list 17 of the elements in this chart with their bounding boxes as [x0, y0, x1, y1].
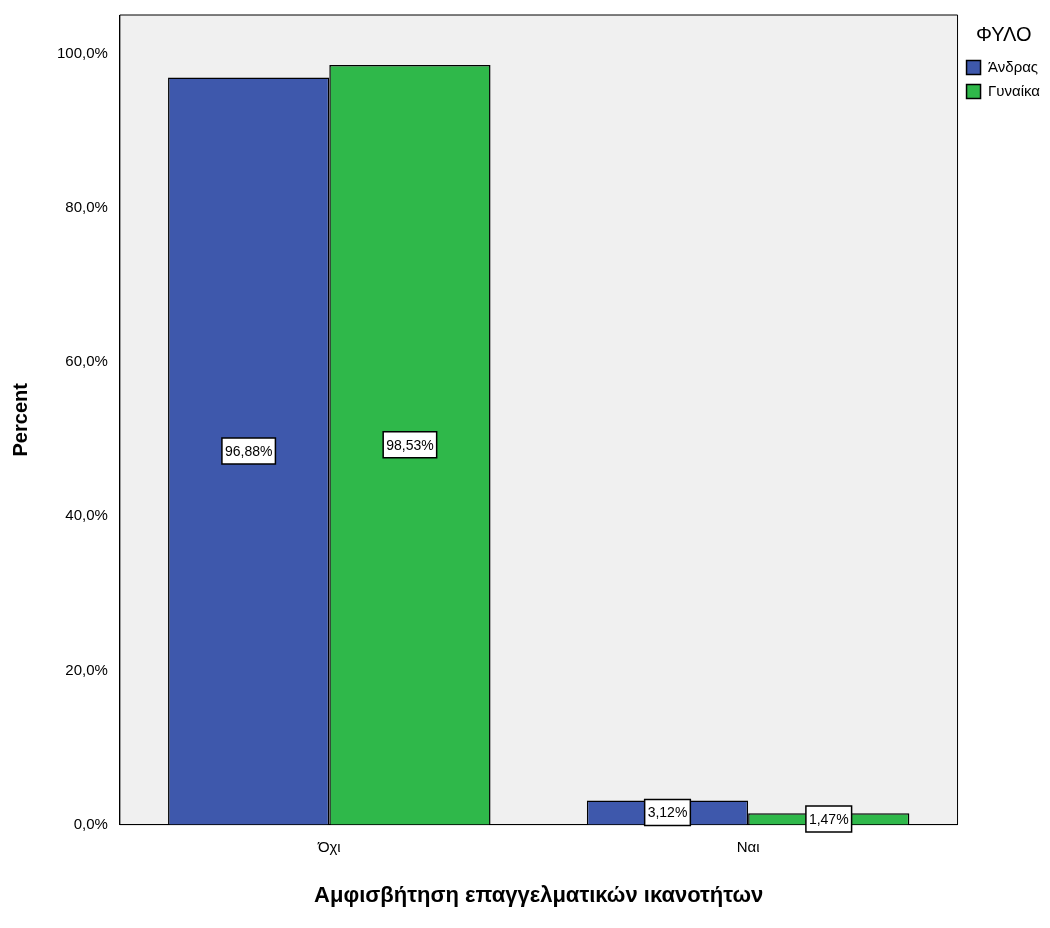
data-label: 98,53%: [386, 436, 434, 453]
x-tick-label: Ναι: [736, 837, 760, 855]
legend-label: Γυναίκα: [988, 81, 1041, 99]
legend-label: Άνδρας: [988, 57, 1039, 75]
y-tick-label: 0,0%: [73, 814, 108, 832]
y-axis-title: Percent: [8, 382, 31, 457]
legend-title: ΦΥΛΟ: [975, 22, 1032, 45]
y-tick-label: 100,0%: [57, 43, 108, 61]
data-label: 3,12%: [647, 804, 688, 821]
y-tick-label: 40,0%: [65, 506, 108, 524]
data-label: 96,88%: [224, 442, 273, 459]
y-tick-label: 60,0%: [65, 352, 108, 370]
data-label: 1,47%: [808, 810, 849, 827]
x-tick-label: Όχι: [316, 837, 341, 855]
y-tick-label: 80,0%: [65, 197, 108, 215]
y-tick-label: 20,0%: [65, 660, 108, 678]
x-axis-title: Αμφισβήτηση επαγγελματικών ικανοτήτων: [314, 881, 764, 907]
